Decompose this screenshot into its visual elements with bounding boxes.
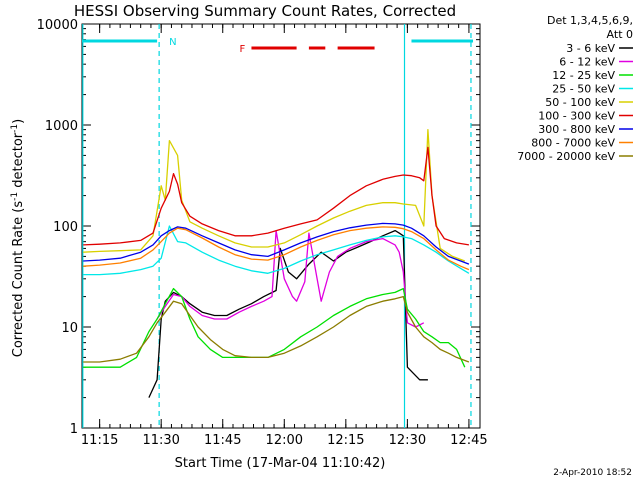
series-line-6 [83, 222, 470, 265]
y-tick-label: 1000 [45, 119, 78, 134]
legend-label: 25 - 50 keV [552, 83, 615, 96]
flare-label: F [239, 44, 245, 55]
series-line-8 [83, 295, 470, 363]
y-tick-label: 100 [53, 220, 78, 235]
x-tick-label: 12:15 [327, 433, 364, 448]
x-tick-label: 12:00 [266, 433, 303, 448]
series-line-5 [83, 146, 470, 246]
x-tick-label: 11:45 [204, 433, 241, 448]
series-layer [83, 128, 470, 398]
tick-labels: 1 10 100 1000 10000 11:15 11:30 11:45 12:00 12:15… [37, 18, 488, 448]
series-line-4 [83, 128, 466, 262]
legend-header: Att 0 [607, 28, 633, 41]
annotations: NF [82, 24, 474, 428]
legend-header: Det 1,3,4,5,6,9, [547, 14, 633, 27]
series-line-0 [148, 229, 428, 398]
y-tick-label: 10000 [37, 18, 78, 33]
y-axis-label: Corrected Count Rate (s-1 detector-1) [10, 119, 26, 357]
y-tick-label: 10 [61, 321, 78, 336]
legend-label: 6 - 12 keV [559, 56, 615, 69]
chart-title: HESSI Observing Summary Count Rates, Cor… [74, 2, 456, 20]
legend-label: 100 - 300 keV [538, 110, 615, 123]
series-line-2 [83, 287, 466, 368]
legend-label: 7000 - 20000 keV [517, 150, 615, 163]
legend-label: 300 - 800 keV [538, 123, 615, 136]
series-line-7 [83, 226, 470, 271]
legend-label: 3 - 6 keV [566, 42, 615, 55]
x-axis-label: Start Time (17-Mar-04 11:10:42) [175, 456, 386, 471]
legend-label: 800 - 7000 keV [531, 137, 615, 150]
legend-label: 50 - 100 keV [545, 96, 615, 109]
footer-timestamp: 2-Apr-2010 18:52 [553, 468, 632, 478]
x-tick-label: 12:45 [450, 433, 487, 448]
plot-frame [81, 23, 481, 429]
series-line-1 [156, 229, 425, 328]
series-line-3 [83, 225, 470, 276]
axis-ticks [82, 23, 480, 429]
x-tick-label: 11:30 [142, 433, 179, 448]
x-tick-label: 11:15 [81, 433, 118, 448]
y-tick-label: 1 [70, 422, 78, 437]
x-tick-label: 12:30 [389, 433, 426, 448]
night-label: N [169, 37, 176, 48]
legend-label: 12 - 25 keV [552, 69, 615, 82]
